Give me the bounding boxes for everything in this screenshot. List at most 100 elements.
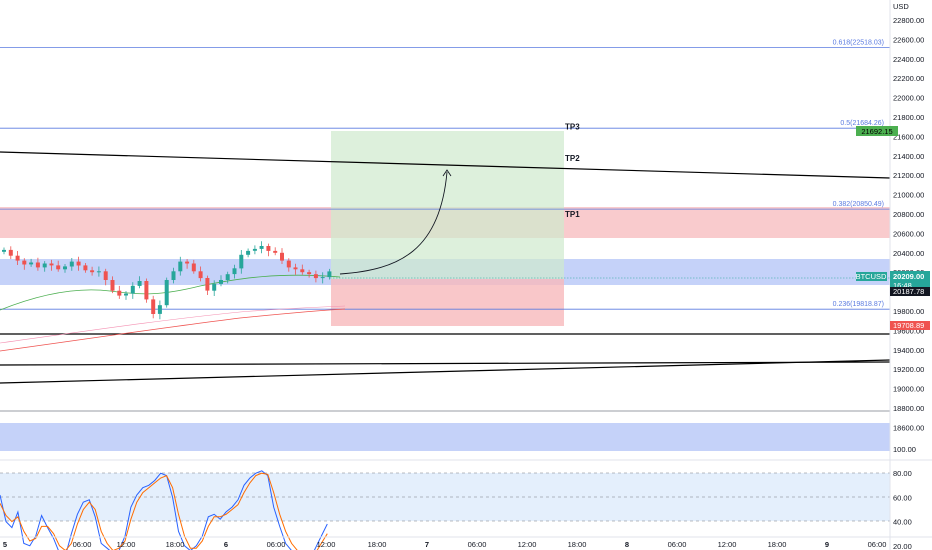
- osc-tick-label: 60.00: [893, 493, 912, 502]
- price-tick-label: 19800.00: [893, 307, 924, 316]
- time-tick-label: 18:00: [568, 540, 587, 549]
- price-tick-label: 22000.00: [893, 94, 924, 103]
- price-tick-label: 20400.00: [893, 249, 924, 258]
- candles: [2, 241, 332, 320]
- candle-body: [307, 272, 312, 275]
- currency-label: USD: [893, 2, 909, 11]
- price-tick-label: 19200.00: [893, 365, 924, 374]
- candle-body: [320, 277, 325, 279]
- candle-body: [56, 265, 61, 270]
- osc-tick-label: 20.00: [893, 542, 912, 550]
- time-tick-label: 06:00: [468, 540, 487, 549]
- take-profit-label: TP3: [565, 123, 580, 132]
- candle-body: [15, 255, 20, 261]
- moving-average-green: [0, 274, 341, 311]
- demand-zone-lower: [0, 423, 890, 451]
- oscillator-k-line: [0, 470, 328, 550]
- projection-arrow[interactable]: [339, 171, 448, 275]
- price-tick-label: 22400.00: [893, 55, 924, 64]
- candle-body: [117, 290, 122, 296]
- trendline-upper[interactable]: [0, 151, 891, 179]
- candle-body: [185, 261, 190, 264]
- time-tick-label: 12:00: [317, 540, 336, 549]
- lower-price-tag: 19708.89: [890, 321, 930, 330]
- symbol-tag[interactable]: BTCUSD: [856, 272, 887, 281]
- candle-body: [164, 280, 169, 306]
- candle-body: [191, 263, 196, 272]
- candle-body: [225, 274, 230, 280]
- take-profit-label: TP2: [565, 154, 580, 163]
- time-tick-label: 7: [425, 540, 429, 549]
- time-tick-label: 9: [825, 540, 829, 549]
- time-tick-label: 12:00: [518, 540, 537, 549]
- svg-text:20209.00: 20209.00: [893, 272, 924, 281]
- price-tick-label: 22800.00: [893, 16, 924, 25]
- candle-body: [157, 305, 162, 314]
- svg-text:20187.78: 20187.78: [893, 287, 924, 296]
- price-tick-label: 21200.00: [893, 171, 924, 180]
- price-tick-label: 22200.00: [893, 74, 924, 83]
- candle-body: [205, 278, 210, 291]
- svg-text:19708.89: 19708.89: [893, 321, 924, 330]
- arrow-head: [442, 169, 452, 177]
- candle-body: [22, 260, 27, 265]
- fib-level-label: 0.5(21684.26): [840, 120, 884, 127]
- time-tick-label: 12:00: [117, 540, 136, 549]
- candle-body: [42, 263, 47, 268]
- target-box[interactable]: [331, 131, 564, 279]
- price-tick-label: 19400.00: [893, 346, 924, 355]
- moving-average-red: [0, 308, 346, 352]
- candle-body: [232, 268, 237, 275]
- price-tick-label: 21000.00: [893, 191, 924, 200]
- candle-body: [286, 260, 291, 268]
- stop-box[interactable]: [331, 279, 564, 326]
- level-price-tag: 20187.78: [890, 287, 930, 296]
- candle-body: [103, 271, 108, 280]
- current-price-tag: 20209.00 16:48: [890, 271, 930, 290]
- price-tick-label: 22600.00: [893, 35, 924, 44]
- candle-body: [273, 250, 278, 253]
- candle-body: [246, 250, 251, 255]
- time-tick-label: 5: [3, 540, 7, 549]
- price-tick-label: 21800.00: [893, 113, 924, 122]
- svg-text:21692.15: 21692.15: [861, 127, 892, 136]
- candle-body: [63, 266, 67, 270]
- candle-body: [35, 262, 40, 268]
- svg-text:16:48: 16:48: [893, 281, 912, 290]
- trendline-lower-1[interactable]: [0, 361, 891, 366]
- candle-body: [76, 261, 81, 266]
- moving-average-red-2: [0, 305, 346, 344]
- candle-body: [96, 271, 101, 273]
- candle-body: [178, 261, 183, 272]
- candle-body: [313, 274, 318, 279]
- candle-body: [151, 299, 156, 314]
- candle-body: [137, 281, 142, 286]
- candle-body: [90, 270, 95, 273]
- time-tick-label: 06:00: [668, 540, 687, 549]
- upper-price-tag: 21692.15: [856, 126, 898, 136]
- candle-body: [2, 249, 6, 252]
- candle-body: [280, 252, 284, 261]
- price-tick-label: 20800.00: [893, 210, 924, 219]
- time-tick-label: 18:00: [768, 540, 787, 549]
- candle-body: [8, 249, 13, 256]
- candle-body: [293, 267, 298, 270]
- fib-level-label: 0.236(19818.87): [833, 301, 884, 308]
- candle-body: [130, 285, 135, 294]
- candle-body: [252, 248, 257, 251]
- candle-body: [259, 246, 264, 249]
- osc-tick-label: 80.00: [893, 469, 912, 478]
- price-tick-label: 19000.00: [893, 385, 924, 394]
- price-tick-label: 19600.00: [893, 326, 924, 335]
- price-tick-label: 21600.00: [893, 132, 924, 141]
- fib-level-label: 0.382(20850.49): [833, 201, 884, 208]
- candle-body: [327, 271, 332, 278]
- candle-body: [69, 261, 74, 267]
- candle-body: [266, 246, 271, 251]
- candle-body: [219, 280, 223, 284]
- time-tick-label: 06:00: [267, 540, 286, 549]
- time-tick-label: 12:00: [718, 540, 737, 549]
- candle-body: [212, 283, 217, 291]
- trendline-lower-2[interactable]: [0, 359, 891, 384]
